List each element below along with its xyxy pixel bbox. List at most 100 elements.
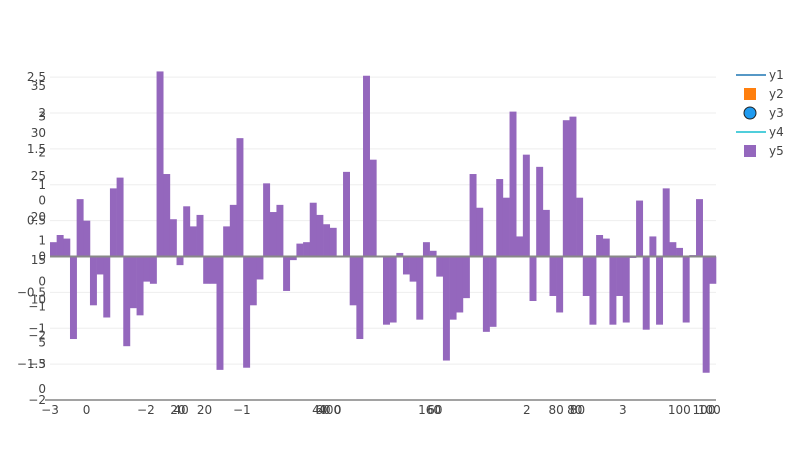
overlay-y-tick-label: 5 — [38, 336, 46, 350]
bar — [490, 257, 497, 327]
bar — [516, 236, 523, 256]
bar — [709, 257, 716, 284]
bar — [183, 206, 190, 256]
overlay-y-tick-label: −3 — [28, 357, 46, 371]
bar — [276, 205, 283, 257]
bar — [636, 201, 643, 257]
bar — [656, 257, 663, 325]
bar — [130, 257, 137, 309]
bar — [696, 199, 703, 256]
bar — [609, 257, 616, 325]
bar — [343, 172, 350, 257]
bar — [177, 257, 184, 266]
legend-square-swatch — [744, 145, 756, 157]
overlay-y-tick-label: 25 — [31, 169, 46, 183]
bar — [623, 257, 630, 323]
bar — [243, 257, 250, 368]
overlay-y-tick-label: 3 — [38, 110, 46, 124]
bar — [90, 257, 97, 306]
bar — [403, 257, 410, 275]
bar — [443, 257, 450, 361]
x-tick-label: 100 — [698, 403, 721, 417]
legend-item-y1[interactable]: y1 — [736, 68, 784, 82]
bar — [436, 257, 443, 277]
bar — [157, 71, 164, 256]
bar — [77, 199, 84, 256]
x-tick-label: 3 — [619, 403, 627, 417]
bar — [137, 257, 144, 316]
bar — [63, 239, 70, 257]
bar — [450, 257, 457, 320]
bar — [350, 257, 357, 306]
gridlines — [50, 77, 716, 400]
bar — [530, 257, 537, 301]
bar — [217, 257, 224, 370]
bar — [270, 212, 277, 256]
legend-label: y4 — [769, 125, 784, 139]
x-tick-label: 20 — [197, 403, 212, 417]
legend-label: y1 — [769, 68, 784, 82]
bar — [250, 257, 257, 306]
bar — [70, 257, 77, 340]
bar — [163, 174, 170, 256]
legend-item-y2[interactable]: y2 — [744, 87, 784, 101]
bar — [550, 257, 557, 296]
bar — [383, 257, 390, 325]
x-tick-label: 2 — [523, 403, 531, 417]
bar — [263, 183, 270, 256]
bar — [223, 226, 230, 256]
bar — [203, 257, 210, 284]
x-tick-label: 80 — [549, 403, 564, 417]
bar — [197, 215, 204, 257]
overlay-y-tick-label: −1 — [28, 300, 46, 314]
bar — [503, 198, 510, 257]
bar — [316, 215, 323, 257]
bar — [576, 198, 583, 257]
bar — [57, 235, 64, 257]
legend-item-y3[interactable]: y3 — [744, 106, 784, 120]
bar — [523, 155, 530, 257]
bar — [83, 221, 90, 257]
bar — [603, 239, 610, 257]
bar — [143, 257, 150, 282]
bar — [370, 160, 377, 257]
bar — [496, 179, 503, 256]
bar — [323, 224, 330, 256]
bar — [303, 242, 310, 256]
bar — [283, 257, 290, 291]
bar — [456, 257, 463, 313]
bar — [556, 257, 563, 313]
bar — [703, 257, 710, 373]
bar — [663, 188, 670, 256]
legend[interactable]: y1 y2 y3 y4 y5 — [736, 68, 784, 158]
x-tick-label: 80 — [570, 403, 585, 417]
bar — [123, 257, 130, 347]
x-tick-label: −3 — [41, 403, 59, 417]
bar — [569, 117, 576, 257]
legend-item-y5[interactable]: y5 — [744, 144, 784, 158]
x-tick-label: 60 — [427, 403, 442, 417]
bar — [236, 138, 243, 256]
legend-label: y3 — [769, 106, 784, 120]
overlay-y-tick-label: 20 — [31, 210, 46, 224]
bar — [543, 210, 550, 257]
legend-label: y2 — [769, 87, 784, 101]
bar — [476, 208, 483, 257]
bar — [150, 257, 157, 284]
bar — [649, 236, 656, 256]
bar — [190, 226, 197, 256]
overlay-y-tick-label: 0 — [38, 382, 46, 396]
overlay-y-tick-label: 2 — [38, 146, 46, 160]
x-tick-label: −1 — [233, 403, 251, 417]
legend-label: y5 — [769, 144, 784, 158]
bar — [103, 257, 110, 318]
bar — [410, 257, 417, 282]
overlay-y-tick-label: 0 — [38, 275, 46, 289]
bar — [583, 257, 590, 296]
overlay-y-tick-label: 15 — [31, 253, 46, 267]
legend-circle-swatch — [744, 107, 756, 119]
bar — [483, 257, 490, 332]
legend-item-y4[interactable]: y4 — [736, 125, 784, 139]
bar — [363, 76, 370, 257]
